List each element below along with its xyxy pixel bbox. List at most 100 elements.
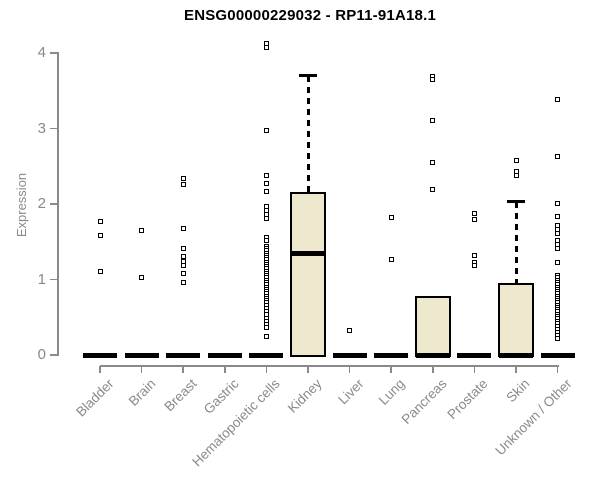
x-category-label: Liver (334, 376, 367, 408)
y-tick-label: 0 (37, 346, 46, 363)
outlier-point (263, 172, 269, 178)
outlier-point (180, 263, 186, 269)
median-skin (499, 352, 533, 358)
x-tick (348, 366, 351, 373)
median-liver (332, 352, 367, 358)
outlier-point (555, 246, 561, 252)
median-brain (124, 352, 159, 358)
chart-title: ENSG00000229032 - RP11-91A18.1 (183, 7, 436, 24)
median-unknown-other (540, 352, 575, 358)
outlier-point (430, 76, 436, 82)
median-breast (166, 352, 201, 358)
outlier-point (180, 270, 186, 276)
outlier-point (263, 128, 269, 134)
whisker-skin (514, 201, 518, 285)
outlier-point (263, 189, 269, 195)
x-category-label: Lung (375, 376, 408, 408)
outlier-point (430, 159, 436, 165)
y-tick (50, 127, 57, 130)
x-category-label: Breast (161, 376, 200, 415)
outlier-point (263, 207, 269, 213)
median-lung (374, 352, 409, 358)
y-tick (50, 278, 57, 281)
outlier-point (263, 238, 269, 244)
outlier-point (430, 187, 436, 193)
x-tick (432, 366, 434, 373)
median-gastric (207, 352, 242, 358)
outlier-point (97, 233, 103, 239)
y-tick (50, 52, 57, 54)
outlier-point (97, 218, 103, 224)
x-tick (515, 366, 517, 373)
x-category-label: Gastric (200, 376, 242, 417)
outlier-point (180, 254, 186, 260)
x-category-label: Skin (503, 376, 533, 406)
outlier-point (97, 269, 103, 275)
outlier-point (263, 45, 269, 51)
x-category-label: Brain (125, 376, 159, 409)
x-tick (224, 366, 226, 373)
outlier-point (347, 327, 353, 333)
x-category-label: Unknown / Other (491, 376, 575, 459)
median-prostate (457, 352, 492, 358)
x-category-label: Kidney (284, 376, 325, 416)
y-tick-label: 3 (37, 119, 46, 137)
y-tick-label: 2 (37, 195, 46, 212)
x-tick (140, 366, 143, 373)
x-tick (265, 366, 268, 373)
outlier-point (180, 280, 186, 286)
x-tick (182, 366, 184, 373)
outlier-point (513, 172, 519, 178)
median-bladder (83, 352, 117, 358)
median-pancreas (415, 352, 450, 358)
median-kidney (290, 251, 326, 257)
outlier-point (471, 262, 477, 268)
outlier-point (180, 246, 186, 252)
x-category-label: Prostate (444, 376, 491, 423)
y-tick (50, 354, 57, 356)
y-tick-label: 1 (37, 270, 46, 288)
box-pancreas (414, 295, 451, 357)
x-tick (390, 366, 392, 373)
whisker-kidney (306, 75, 310, 193)
outlier-point (555, 335, 561, 341)
outlier-point (555, 153, 561, 159)
y-tick-label: 4 (37, 44, 46, 61)
outlier-point (388, 215, 394, 221)
outlier-point (263, 334, 269, 340)
x-category-label: Pancreas (398, 376, 450, 427)
outlier-point (263, 215, 269, 221)
outlier-point (555, 213, 561, 219)
y-tick (50, 203, 57, 205)
outlier-point (180, 258, 186, 264)
outlier-point (139, 274, 145, 280)
outlier-point (513, 157, 519, 163)
outlier-point (139, 227, 145, 233)
box-kidney (290, 191, 326, 357)
x-tick (556, 366, 559, 373)
y-axis-line (57, 52, 59, 356)
whisker-cap-kidney (299, 74, 317, 78)
outlier-point (555, 97, 561, 103)
outlier-point (263, 324, 269, 330)
outlier-point (180, 225, 186, 231)
x-tick (307, 366, 309, 373)
x-category-label: Bladder (73, 376, 117, 420)
outlier-point (555, 260, 561, 266)
x-tick (473, 366, 476, 373)
outlier-point (555, 230, 561, 236)
median-hematopoietic-cells (249, 352, 284, 358)
box-skin (498, 283, 534, 357)
x-tick (99, 366, 101, 373)
outlier-point (430, 118, 436, 124)
x-axis-line (100, 365, 560, 367)
outlier-point (388, 256, 394, 262)
outlier-point (471, 211, 477, 217)
outlier-point (555, 200, 561, 206)
whisker-cap-skin (507, 200, 525, 204)
outlier-point (180, 175, 186, 181)
outlier-point (263, 181, 269, 187)
outlier-point (180, 181, 186, 187)
